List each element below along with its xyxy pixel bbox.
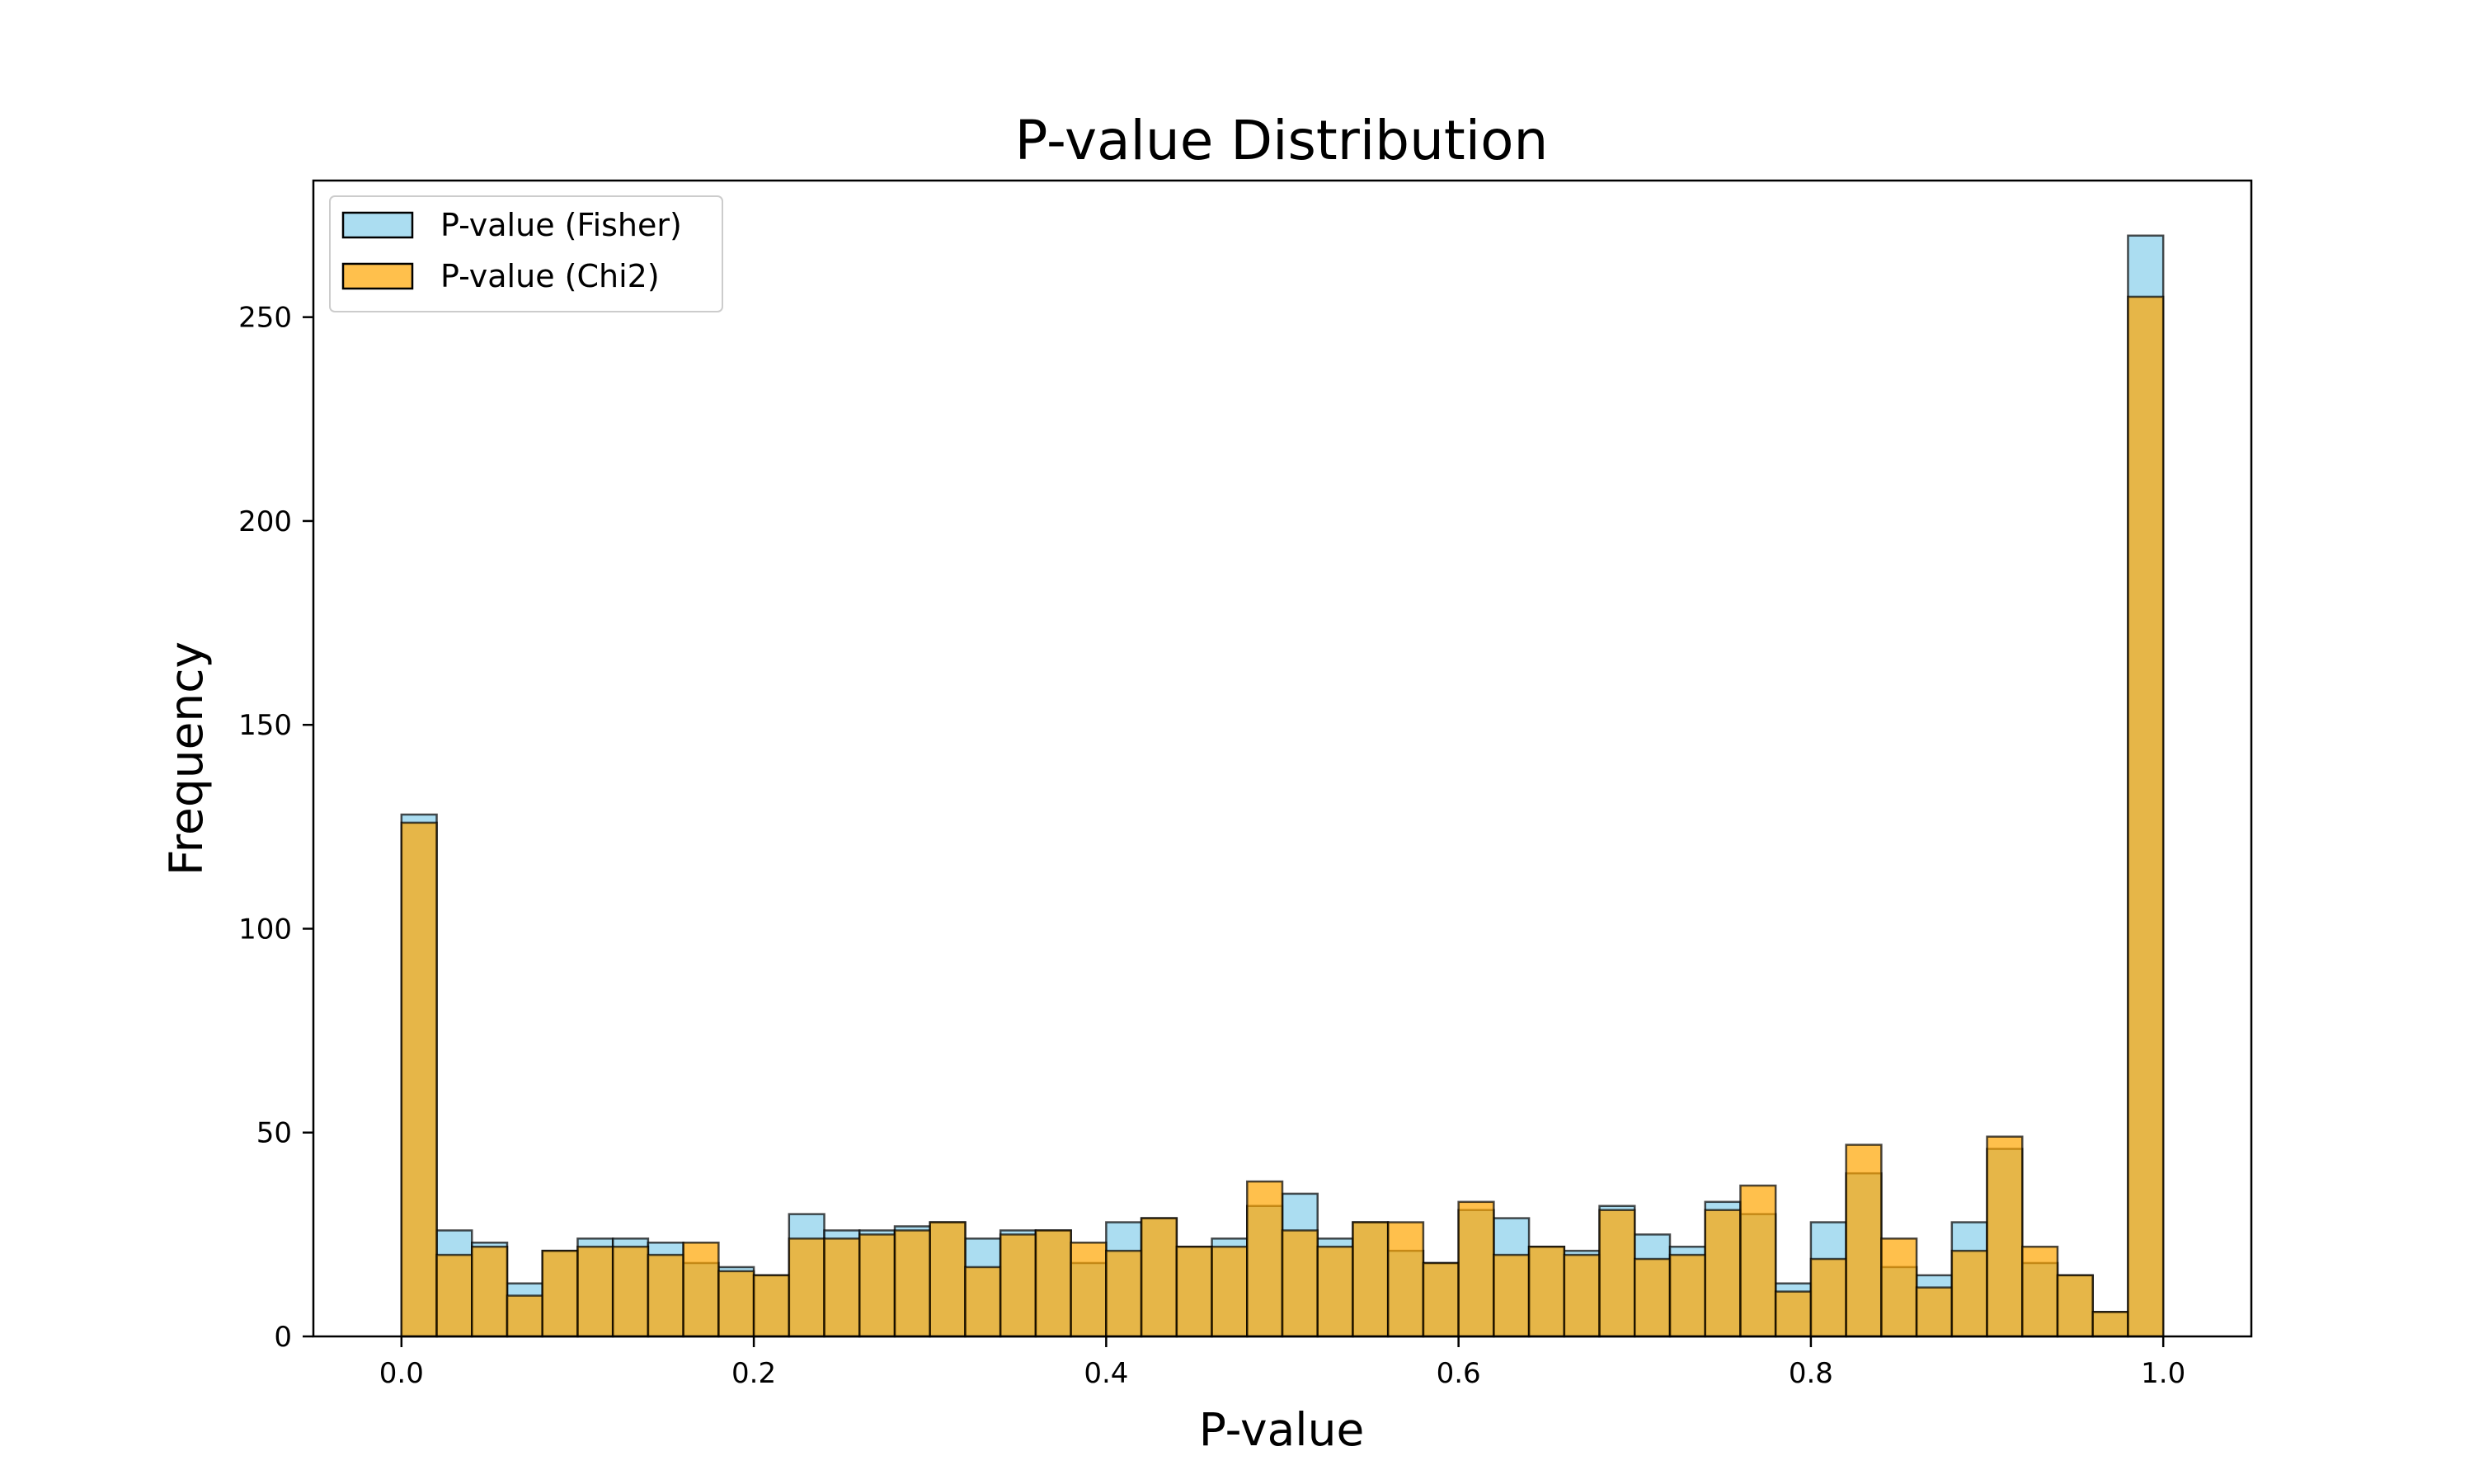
chi2-bar-9 <box>717 1270 755 1338</box>
chi2-bar-40 <box>1809 1257 1847 1338</box>
x-tick-label: 0.6 <box>1437 1357 1481 1390</box>
chi2-bar-19 <box>1070 1242 1108 1338</box>
chi2-bar-35 <box>1634 1257 1672 1338</box>
chi2-bar-34 <box>1598 1209 1636 1338</box>
bars-layer <box>400 234 2165 1338</box>
legend-frame <box>329 195 723 312</box>
chi2-bar-25 <box>1281 1229 1319 1338</box>
legend-swatch-chi2 <box>341 262 414 290</box>
chi2-bar-4 <box>541 1249 579 1338</box>
y-tick-label: 150 <box>238 709 292 742</box>
chi2-bar-7 <box>647 1253 684 1338</box>
chi2-bar-17 <box>999 1233 1037 1338</box>
y-axis: 0 50 100 150 200 250 <box>238 302 313 1354</box>
chi2-bar-26 <box>1316 1245 1354 1338</box>
x-tick-label: 0.0 <box>379 1357 424 1390</box>
chi2-bar-33 <box>1563 1253 1601 1338</box>
chi2-bar-18 <box>1034 1229 1072 1338</box>
x-axis: 0.0 0.2 0.4 0.6 0.8 1.0 <box>379 1336 2185 1390</box>
x-tick-label: 0.2 <box>731 1357 776 1390</box>
x-tick-label: 0.8 <box>1789 1357 1833 1390</box>
y-axis-label: Frequency <box>160 641 213 876</box>
chi2-bar-10 <box>752 1274 791 1338</box>
chi2-bar-6 <box>611 1245 650 1338</box>
y-tick-label: 250 <box>238 302 292 335</box>
chi2-bar-24 <box>1246 1180 1284 1338</box>
chi2-bar-31 <box>1493 1253 1531 1338</box>
chi2-bar-29 <box>1422 1261 1460 1338</box>
chart-title: P-value Distribution <box>1015 109 1549 172</box>
chi2-bar-20 <box>1105 1249 1143 1338</box>
plot-frame <box>312 179 2253 1338</box>
chi2-bar-36 <box>1668 1253 1706 1338</box>
chi2-bar-39 <box>1774 1290 1813 1338</box>
chi2-bar-23 <box>1211 1245 1249 1338</box>
chi2-bar-41 <box>1845 1144 1883 1338</box>
legend-swatch-fisher <box>341 211 414 239</box>
y-tick-label: 200 <box>238 505 292 538</box>
chi2-bar-30 <box>1457 1200 1495 1338</box>
x-axis-label: P-value <box>1199 1403 1365 1456</box>
chi2-bar-3 <box>506 1294 543 1338</box>
chi2-bar-21 <box>1140 1217 1178 1338</box>
chi2-bar-49 <box>2127 295 2165 1338</box>
chi2-bar-2 <box>471 1245 509 1338</box>
chi2-bar-5 <box>576 1245 614 1338</box>
chi2-bar-22 <box>1175 1245 1213 1338</box>
chi2-bar-48 <box>2091 1311 2129 1338</box>
chi2-bar-13 <box>858 1233 896 1338</box>
chi2-bar-11 <box>788 1237 825 1338</box>
legend: P-value (Fisher) P-value (Chi2) <box>329 195 723 312</box>
y-tick-label: 50 <box>256 1117 292 1150</box>
chi2-bar-14 <box>893 1229 931 1338</box>
chi2-bar-37 <box>1704 1209 1742 1338</box>
chi2-bar-45 <box>1986 1135 2024 1338</box>
legend-label-chi2: P-value (Chi2) <box>440 258 660 294</box>
chi2-bar-42 <box>1880 1237 1918 1338</box>
chi2-bar-44 <box>1950 1249 1988 1338</box>
chi2-bar-47 <box>2056 1274 2094 1338</box>
chi2-bar-1 <box>435 1253 473 1338</box>
chi2-bar-38 <box>1739 1184 1777 1338</box>
chi2-bar-46 <box>2021 1245 2059 1338</box>
chi2-bar-8 <box>682 1242 720 1338</box>
chi2-bar-27 <box>1352 1221 1390 1338</box>
chi2-bar-0 <box>400 821 438 1338</box>
chi2-bar-43 <box>1915 1286 1954 1338</box>
x-tick-label: 1.0 <box>2141 1357 2185 1390</box>
chi2-bar-12 <box>823 1237 861 1338</box>
chi2-bar-32 <box>1527 1245 1566 1338</box>
chi2-bar-15 <box>929 1221 967 1338</box>
legend-label-fisher: P-value (Fisher) <box>440 207 682 243</box>
y-tick-label: 0 <box>274 1321 292 1354</box>
x-tick-label: 0.4 <box>1084 1357 1128 1390</box>
chi2-bar-16 <box>964 1266 1002 1338</box>
chi2-bar-28 <box>1386 1221 1425 1338</box>
y-tick-label: 100 <box>238 913 292 946</box>
